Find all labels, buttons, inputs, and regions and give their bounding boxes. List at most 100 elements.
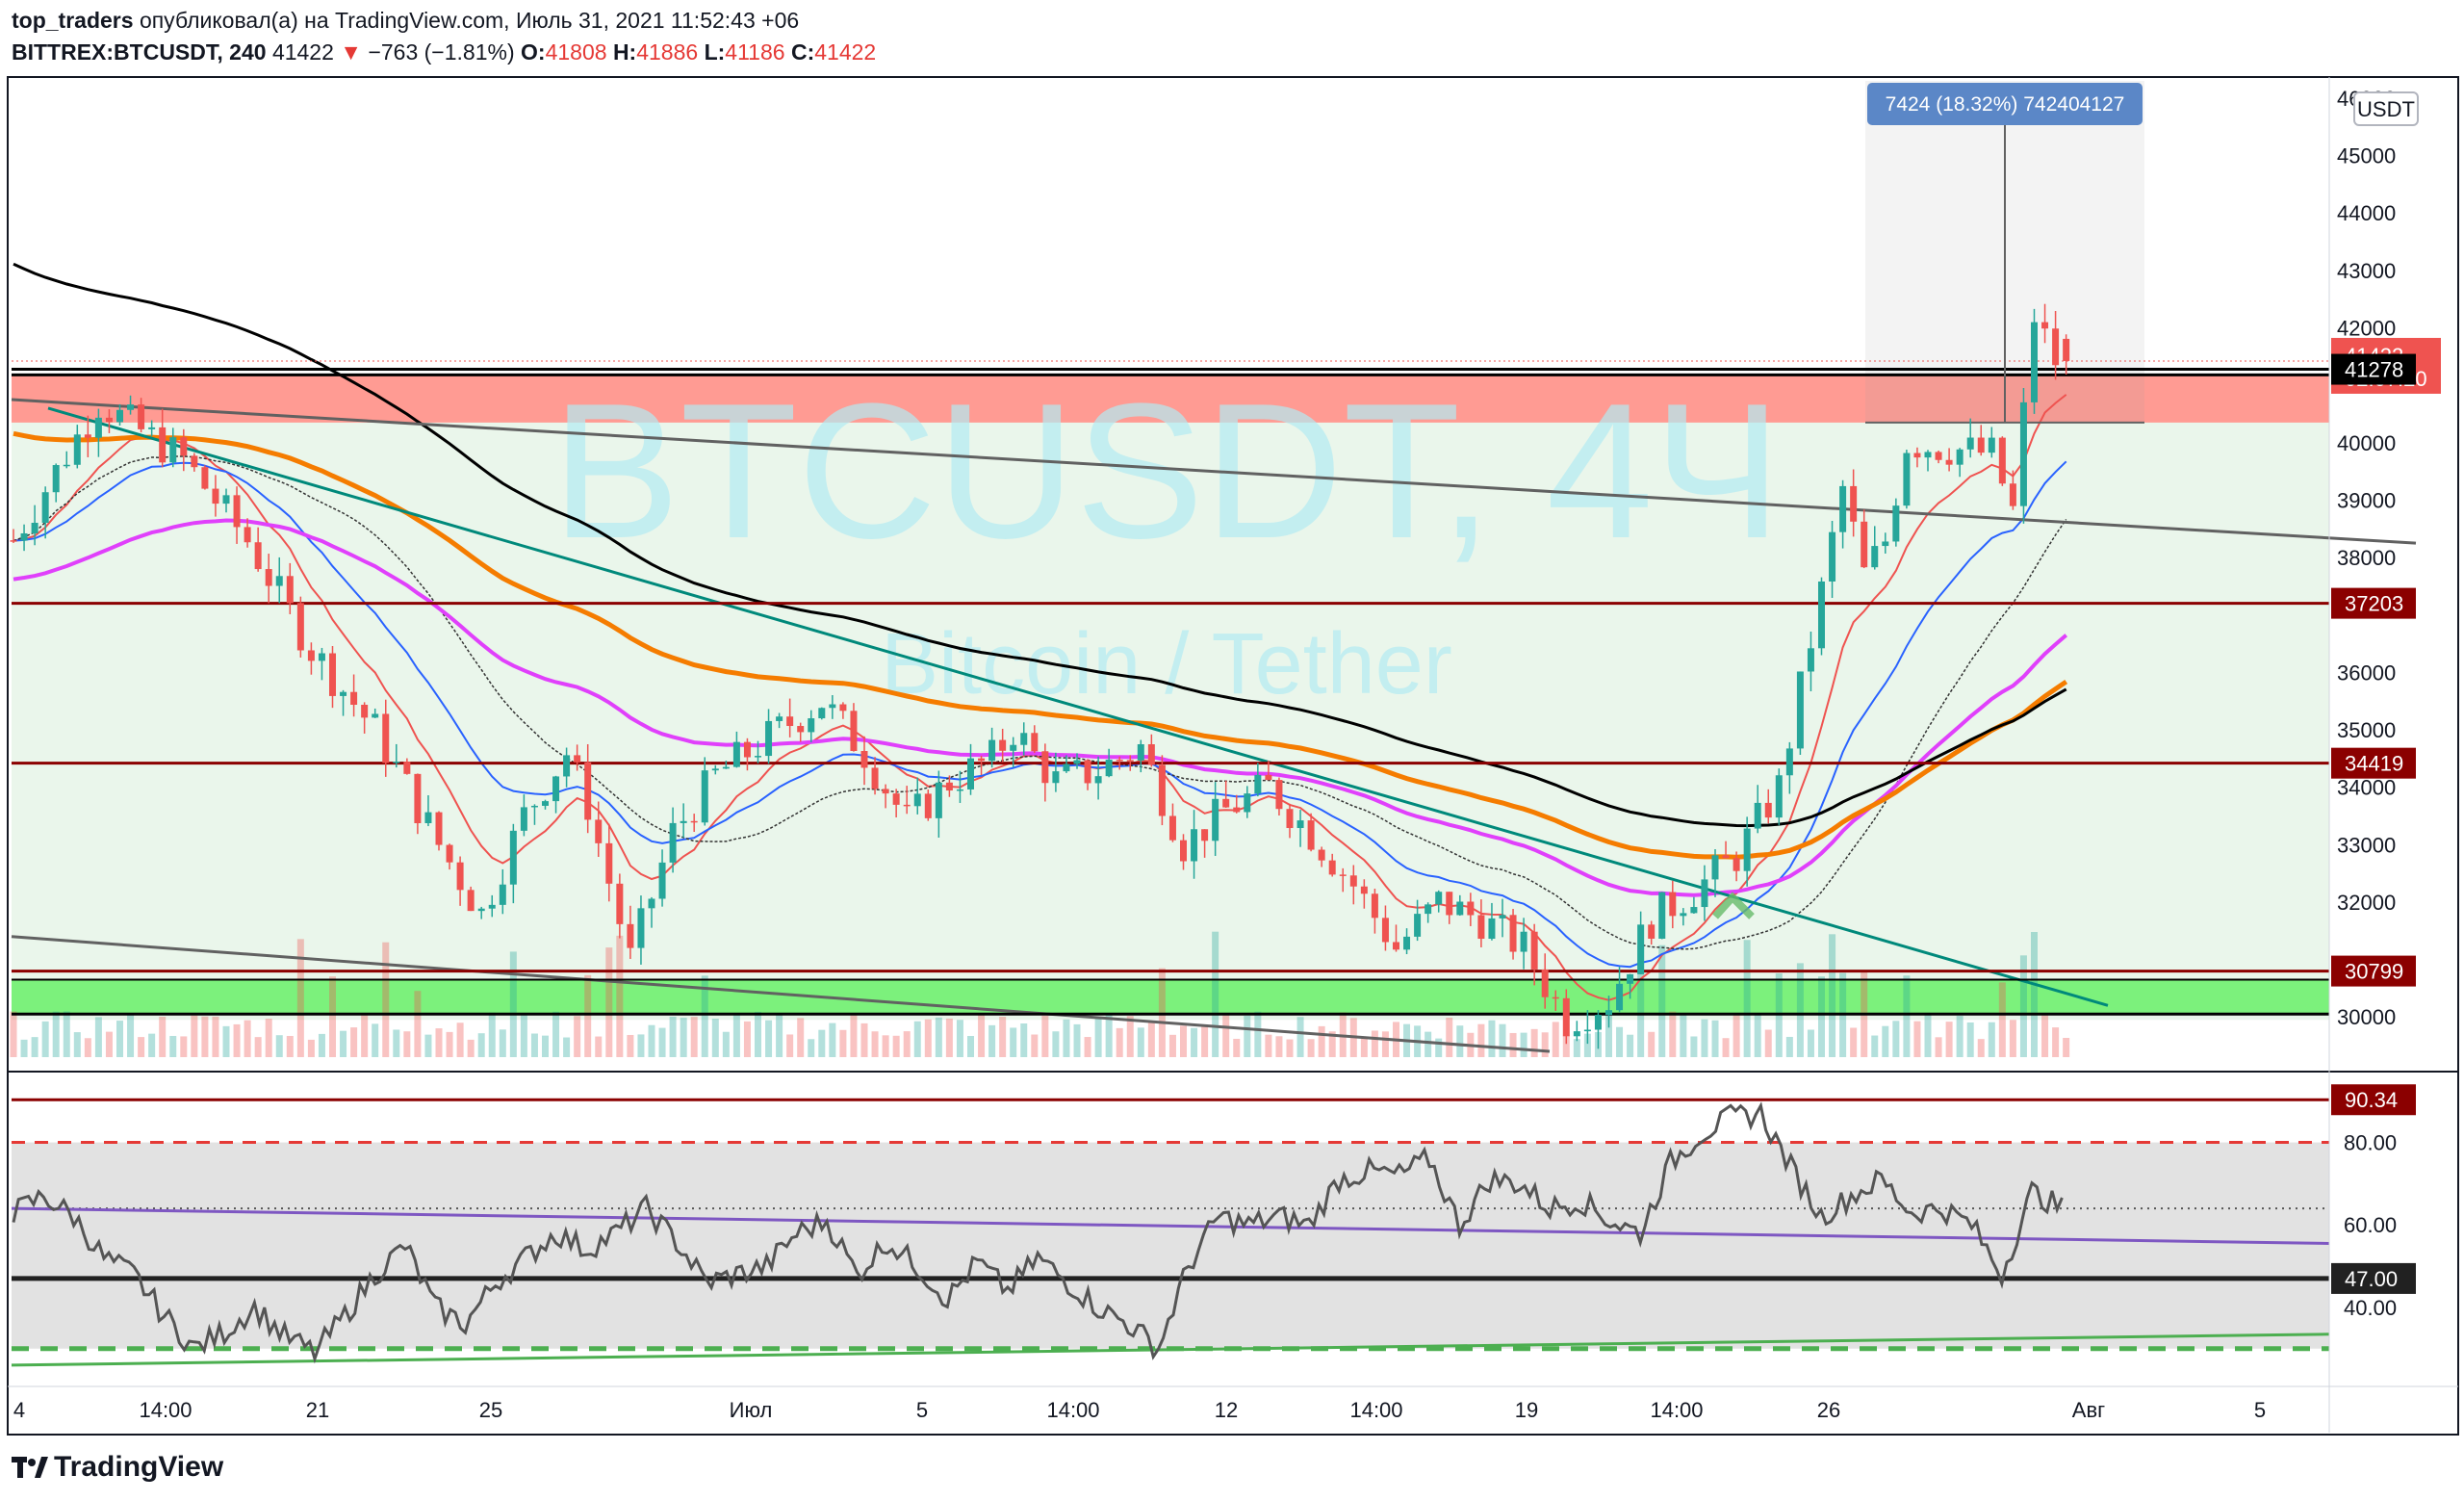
volume-bar bbox=[1307, 1039, 1315, 1057]
volume-bar bbox=[1499, 1023, 1506, 1057]
volume-bar bbox=[10, 1011, 17, 1057]
volume-bar bbox=[595, 1036, 603, 1057]
volume-bar bbox=[488, 1012, 496, 1057]
candle-body bbox=[1318, 849, 1325, 861]
volume-bar bbox=[1573, 1039, 1580, 1057]
volume-bar bbox=[1637, 945, 1645, 1057]
ma-black-line bbox=[13, 262, 2067, 828]
volume-bar bbox=[882, 1035, 889, 1057]
volume-bar bbox=[159, 1017, 167, 1057]
candle-body bbox=[296, 603, 304, 651]
candle-body bbox=[361, 705, 369, 718]
time-tick-label: 25 bbox=[479, 1398, 502, 1422]
volume-bar bbox=[808, 1039, 815, 1057]
candle-body bbox=[1882, 541, 1889, 547]
candle-body bbox=[530, 805, 538, 808]
candle-body bbox=[945, 782, 953, 791]
brand-name[interactable]: TradingView bbox=[54, 1451, 224, 1483]
candle-body bbox=[978, 758, 986, 762]
time-tick-label: Авг bbox=[2072, 1398, 2105, 1422]
volume-bar bbox=[1998, 982, 2006, 1057]
rsi-tick-label: 80.00 bbox=[2344, 1131, 2397, 1155]
candle-body bbox=[1861, 521, 1868, 568]
price-tick-label: 45000 bbox=[2337, 144, 2396, 168]
volume-bar bbox=[361, 1013, 369, 1057]
candle-body bbox=[1669, 892, 1677, 917]
candle-body bbox=[63, 464, 70, 467]
publisher-line: top_traders опубликовал(а) на TradingVie… bbox=[12, 6, 799, 35]
volume-bar bbox=[1275, 1036, 1283, 1057]
volume-bar bbox=[765, 1020, 773, 1057]
candle-body bbox=[382, 713, 390, 763]
candle-body bbox=[680, 820, 687, 823]
volume-bar bbox=[1010, 1027, 1017, 1057]
candle-body bbox=[563, 755, 571, 777]
candle-body bbox=[1562, 997, 1570, 1037]
candle-body bbox=[1435, 892, 1443, 905]
volume-bar bbox=[1945, 1022, 1953, 1057]
volume-bar bbox=[393, 1029, 400, 1057]
candle-body bbox=[329, 653, 336, 696]
high-value: 41886 bbox=[636, 39, 699, 65]
volume-bar bbox=[786, 1034, 794, 1057]
volume-bar bbox=[296, 939, 304, 1057]
volume-bar bbox=[2031, 931, 2038, 1057]
volume-bar bbox=[1680, 1013, 1687, 1057]
author-name[interactable]: top_traders bbox=[12, 8, 134, 33]
volume-bar bbox=[701, 975, 708, 1057]
candle-body bbox=[477, 908, 485, 912]
candle-body bbox=[1010, 744, 1017, 751]
candle-body bbox=[1126, 760, 1134, 762]
candle-body bbox=[350, 691, 358, 706]
price-tick-label: 44000 bbox=[2337, 201, 2396, 225]
candle-body bbox=[403, 762, 411, 774]
candle-body bbox=[1180, 840, 1187, 862]
candle-body bbox=[1913, 453, 1921, 458]
candle-body bbox=[2009, 483, 2016, 506]
volume-bar bbox=[711, 1019, 719, 1057]
volume-bar bbox=[935, 1017, 942, 1057]
candle-body bbox=[1829, 531, 1836, 582]
volume-bar bbox=[755, 1011, 761, 1057]
volume-bar bbox=[732, 1013, 740, 1057]
candle-body bbox=[722, 766, 730, 769]
candle-body bbox=[159, 427, 167, 463]
volume-bar bbox=[1754, 1013, 1761, 1057]
candle-body bbox=[1020, 733, 1028, 745]
ma-gray-step-line bbox=[13, 455, 2067, 950]
volume-bar bbox=[978, 1015, 986, 1057]
volume-bar bbox=[41, 1021, 49, 1057]
volume-bar bbox=[499, 1029, 506, 1057]
volume-bar bbox=[1191, 1027, 1198, 1057]
price-level-label: 30799 bbox=[2345, 960, 2403, 984]
volume-bar bbox=[1732, 1014, 1740, 1057]
candle-body bbox=[924, 793, 932, 818]
volume-bar bbox=[254, 1037, 262, 1057]
candle-body bbox=[860, 751, 868, 768]
candle-body bbox=[509, 830, 517, 885]
candle-body bbox=[212, 488, 219, 505]
volume-bar bbox=[1658, 945, 1666, 1057]
volume-bar bbox=[1850, 1027, 1858, 1057]
volume-bar bbox=[1935, 1037, 1942, 1057]
volume-bar bbox=[1201, 1025, 1209, 1057]
candle-body bbox=[307, 650, 315, 661]
candle-body bbox=[414, 773, 422, 824]
volume-bar bbox=[1286, 1039, 1294, 1057]
candle-body bbox=[1296, 820, 1304, 829]
volume-bar bbox=[552, 1011, 560, 1057]
last-price: 41422 bbox=[271, 39, 334, 65]
volume-bar bbox=[945, 1018, 953, 1057]
candle-body bbox=[701, 770, 708, 823]
volume-bar bbox=[797, 1018, 805, 1057]
rsi-level-label: 90.34 bbox=[2345, 1088, 2398, 1112]
volume-bar bbox=[1254, 1011, 1262, 1057]
volume-bar bbox=[892, 1035, 900, 1057]
candle-body bbox=[1467, 901, 1475, 916]
candle-body bbox=[1168, 815, 1176, 841]
candle-body bbox=[1573, 1031, 1580, 1037]
volume-bar bbox=[1073, 1023, 1081, 1057]
candle-body bbox=[446, 844, 453, 863]
measure-label: 7424 (18.32%) 742404127 bbox=[1886, 93, 2125, 116]
